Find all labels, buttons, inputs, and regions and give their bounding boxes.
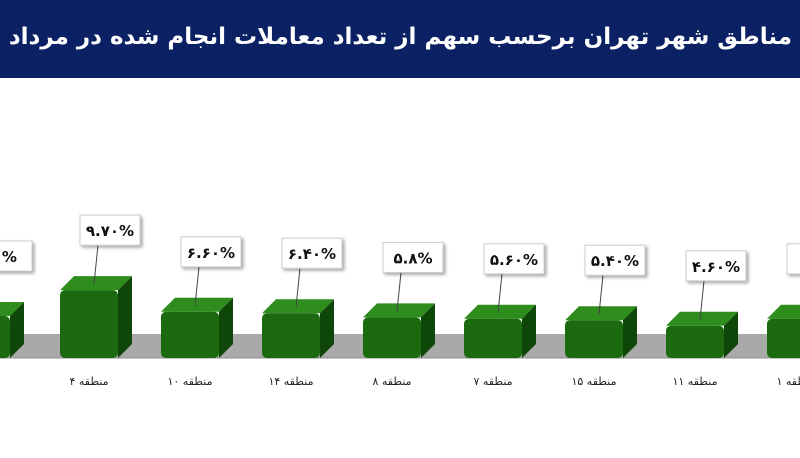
- category-label: منطقه ۱۴: [268, 375, 313, 388]
- data-label-box: [483, 243, 545, 275]
- category-label: منطقه ۸: [372, 375, 411, 388]
- data-label: ۶.۶۰%: [187, 244, 235, 262]
- bar-front: [363, 317, 421, 358]
- data-label-box: [180, 236, 242, 268]
- data-label-box: [382, 241, 444, 273]
- bar-side-face: [522, 304, 536, 358]
- bar-2: ۶.۶۰% منطقه ۱۰: [161, 236, 242, 388]
- bar-partial: .۰%: [0, 240, 33, 358]
- category-label: منطقه ۱۱: [672, 375, 717, 388]
- data-label-box: [584, 244, 646, 276]
- bar-top-face: [767, 304, 800, 319]
- bar-top-face: [666, 311, 738, 326]
- data-label-leader: [295, 268, 301, 308]
- bar-5: ۵.۶۰% منطقه ۷: [464, 243, 545, 388]
- bar-1: ۹.۷۰% منطقه ۴: [60, 214, 141, 388]
- bar-4: ۵.۸% منطقه ۸: [363, 241, 444, 388]
- data-label-box: [685, 250, 747, 282]
- chart-title: مناطق شهر تهران برحسب سهم از تعداد معامل…: [0, 24, 792, 50]
- title-bar: مناطق شهر تهران برحسب سهم از تعداد معامل…: [0, 0, 800, 78]
- data-label-box: [281, 237, 343, 269]
- bar-top-face: [0, 302, 24, 316]
- data-label-leader: [93, 245, 99, 285]
- bar-front: [0, 316, 10, 358]
- data-label: ۶.۴۰%: [288, 245, 336, 263]
- bar-side-face: [118, 276, 132, 358]
- data-label-box: [786, 243, 800, 275]
- data-label: .۰%: [0, 248, 17, 266]
- bar-top-face: [60, 276, 132, 291]
- data-label-leader: [699, 280, 705, 320]
- data-label-box: [79, 214, 141, 246]
- bar-front: [666, 325, 724, 358]
- bar-3: ۶.۴۰% منطقه ۱۴: [262, 237, 343, 388]
- data-label: ۹.۷۰%: [86, 222, 134, 240]
- bar-top-face: [161, 297, 233, 312]
- data-label: ۵.۶۰%: [490, 251, 538, 269]
- bar-chart: .۰% ۹.۷۰% منطقه ۴ ۶.۶۰% منطقه ۱۰ ۶.۴۰% منطقه ۱…: [0, 214, 800, 388]
- category-label: منطقه ۱۵: [571, 375, 616, 388]
- bar-front: [565, 320, 623, 358]
- bar-front: [767, 318, 800, 358]
- bar-top-face: [262, 299, 334, 314]
- bar-front: [161, 311, 219, 358]
- bar-6: ۵.۴۰% منطقه ۱۵: [565, 244, 646, 388]
- bar-7: ۴.۶۰% منطقه ۱۱: [666, 250, 747, 388]
- bar-top-face: [464, 304, 536, 319]
- data-label-leader: [396, 272, 402, 312]
- bar-8: ۵.۶منطقه ۱: [767, 243, 800, 388]
- data-label: ۵.۴۰%: [591, 252, 639, 270]
- bar-side-face: [10, 302, 24, 358]
- category-label: منطقه ۱: [776, 375, 800, 388]
- bar-front: [464, 318, 522, 358]
- category-label: منطقه ۱۰: [167, 375, 212, 388]
- bar-side-face: [320, 299, 334, 358]
- data-label-box: [0, 240, 33, 272]
- bar-side-face: [623, 306, 637, 358]
- bar-top-face: [565, 306, 637, 321]
- bar-top-face: [363, 303, 435, 318]
- category-label: منطقه ۴: [69, 375, 108, 388]
- data-label-leader: [194, 266, 200, 306]
- bar-side-face: [219, 297, 233, 358]
- category-label: منطقه ۷: [473, 375, 512, 388]
- data-label-leader: [598, 275, 604, 315]
- data-label-leader: [497, 273, 503, 313]
- data-label: ۵.۸%: [393, 249, 432, 267]
- bar-side-face: [421, 303, 435, 358]
- bar-front: [60, 290, 118, 358]
- bar-front: [262, 313, 320, 358]
- bar-side-face: [724, 311, 738, 358]
- data-label: ۴.۶۰%: [692, 258, 740, 276]
